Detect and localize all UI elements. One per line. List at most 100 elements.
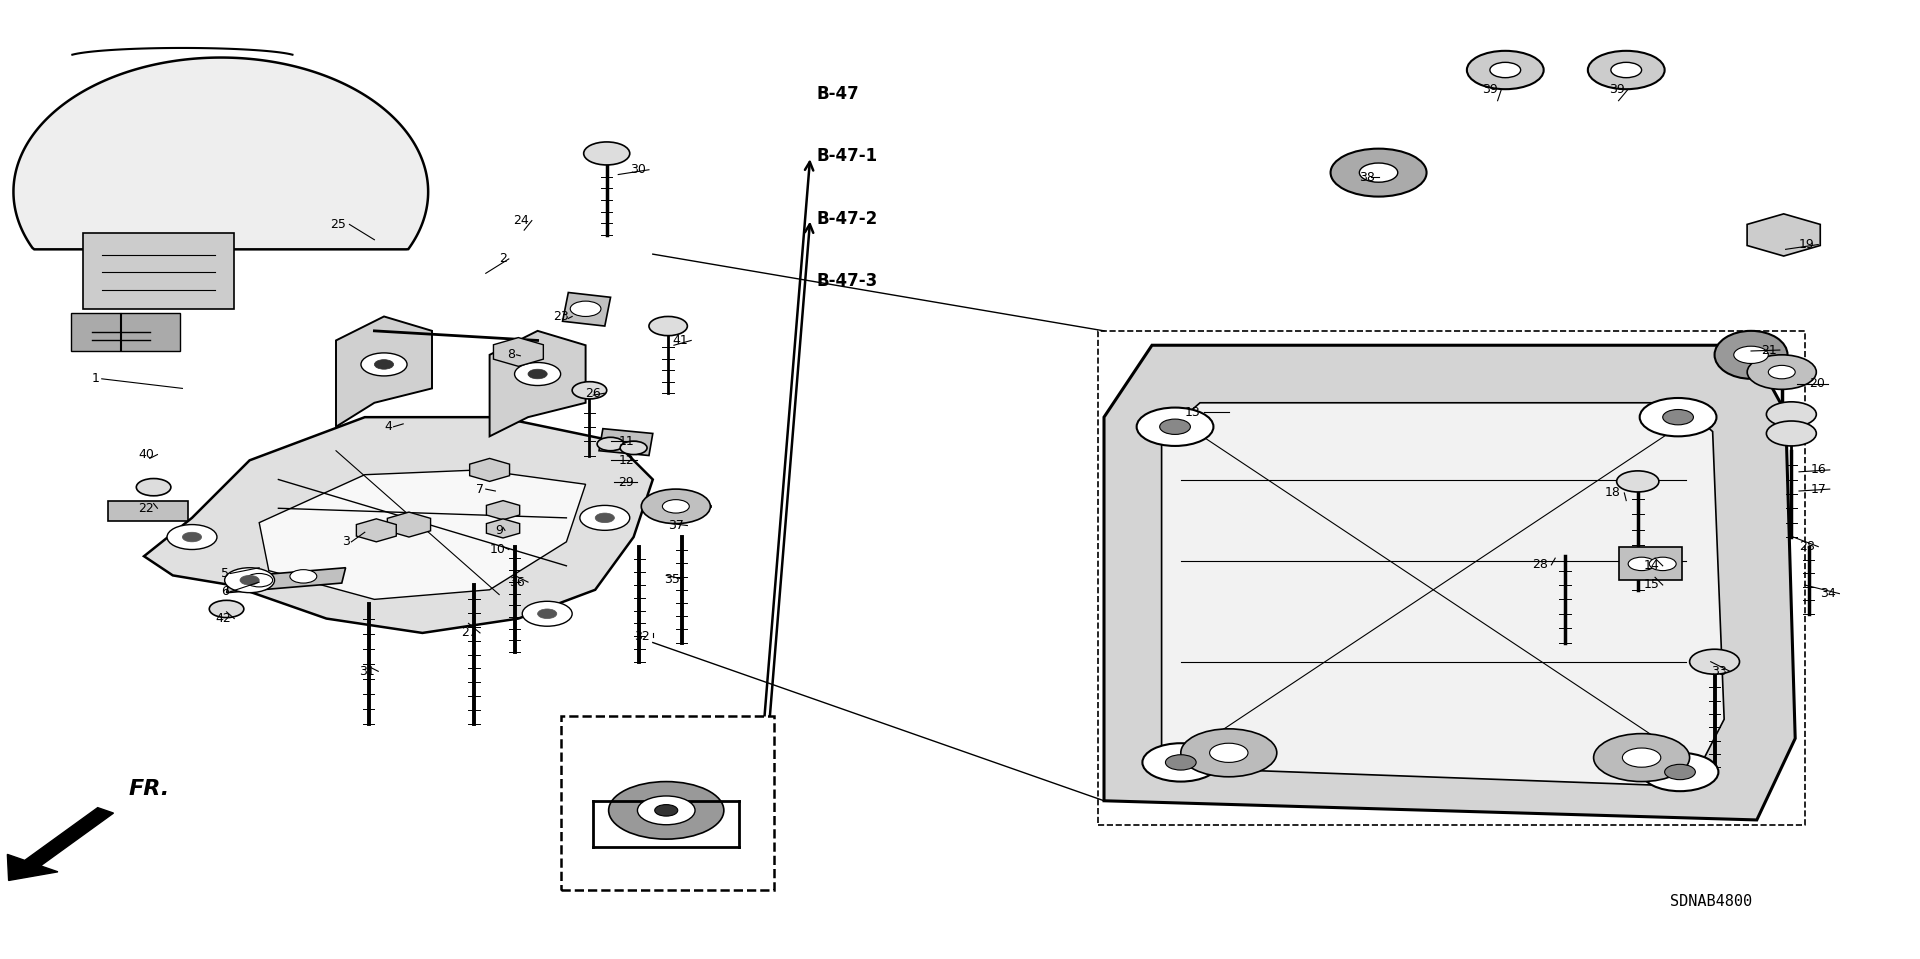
Text: B-47: B-47: [816, 85, 858, 103]
Circle shape: [1665, 764, 1695, 780]
Text: 6: 6: [221, 585, 228, 598]
Text: B-47-2: B-47-2: [816, 210, 877, 227]
Text: 32: 32: [634, 630, 649, 643]
Circle shape: [1210, 743, 1248, 762]
Circle shape: [167, 525, 217, 550]
Circle shape: [1165, 755, 1196, 770]
Circle shape: [1331, 149, 1427, 197]
Circle shape: [1142, 743, 1219, 782]
Circle shape: [1611, 62, 1642, 78]
Circle shape: [1642, 753, 1718, 791]
Polygon shape: [1619, 547, 1682, 580]
Circle shape: [1490, 62, 1521, 78]
Text: 5: 5: [221, 567, 228, 580]
Text: 18: 18: [1605, 486, 1620, 500]
Circle shape: [1467, 51, 1544, 89]
Circle shape: [1359, 163, 1398, 182]
Text: 28: 28: [1799, 540, 1814, 553]
Polygon shape: [336, 316, 432, 427]
Polygon shape: [108, 501, 188, 521]
Circle shape: [1594, 734, 1690, 782]
Circle shape: [595, 513, 614, 523]
Circle shape: [637, 796, 695, 825]
Circle shape: [1747, 355, 1816, 389]
Polygon shape: [563, 292, 611, 326]
FancyBboxPatch shape: [561, 716, 774, 890]
FancyBboxPatch shape: [71, 313, 180, 351]
Polygon shape: [486, 501, 520, 520]
Circle shape: [655, 805, 678, 816]
Text: FR.: FR.: [129, 779, 169, 799]
Text: 36: 36: [509, 575, 524, 589]
Text: 40: 40: [138, 448, 154, 461]
Circle shape: [240, 575, 259, 585]
Circle shape: [609, 782, 724, 839]
Polygon shape: [227, 568, 346, 593]
Polygon shape: [1104, 345, 1795, 820]
Circle shape: [1640, 398, 1716, 436]
Polygon shape: [599, 429, 653, 456]
Circle shape: [209, 600, 244, 618]
Text: 39: 39: [1609, 82, 1624, 96]
Text: 34: 34: [1820, 587, 1836, 600]
Polygon shape: [144, 417, 653, 633]
Polygon shape: [13, 58, 428, 249]
Text: B-47-1: B-47-1: [816, 148, 877, 165]
Polygon shape: [1747, 214, 1820, 256]
Text: 9: 9: [495, 524, 503, 537]
Circle shape: [1766, 421, 1816, 446]
Circle shape: [225, 568, 275, 593]
Text: 21: 21: [1761, 343, 1776, 357]
Ellipse shape: [1715, 331, 1788, 379]
Polygon shape: [493, 338, 543, 366]
Circle shape: [1137, 408, 1213, 446]
FancyBboxPatch shape: [83, 233, 234, 309]
Text: 33: 33: [1711, 665, 1726, 678]
Text: 4: 4: [384, 420, 392, 433]
Text: 41: 41: [672, 334, 687, 347]
Text: 17: 17: [1811, 482, 1826, 496]
Circle shape: [522, 601, 572, 626]
Circle shape: [570, 301, 601, 316]
Text: 25: 25: [330, 218, 346, 231]
Text: 28: 28: [1532, 558, 1548, 572]
Circle shape: [1588, 51, 1665, 89]
FancyArrow shape: [8, 807, 113, 880]
Text: 29: 29: [618, 476, 634, 489]
Polygon shape: [490, 331, 586, 436]
Text: 12: 12: [618, 454, 634, 467]
Text: 22: 22: [138, 502, 154, 515]
Text: 23: 23: [553, 310, 568, 323]
Text: 7: 7: [476, 482, 484, 496]
Text: 24: 24: [513, 214, 528, 227]
Circle shape: [584, 142, 630, 165]
Text: 2: 2: [499, 252, 507, 266]
Text: 39: 39: [1482, 82, 1498, 96]
Circle shape: [662, 500, 689, 513]
Circle shape: [1181, 729, 1277, 777]
Text: 38: 38: [1359, 171, 1375, 184]
Text: 3: 3: [342, 535, 349, 549]
Circle shape: [1649, 557, 1676, 571]
Text: 15: 15: [1644, 578, 1659, 592]
Polygon shape: [1162, 403, 1724, 786]
Circle shape: [246, 573, 273, 587]
Text: 11: 11: [618, 434, 634, 448]
Text: 1: 1: [92, 372, 100, 386]
Text: 35: 35: [664, 573, 680, 586]
Circle shape: [538, 609, 557, 619]
Circle shape: [580, 505, 630, 530]
Circle shape: [1690, 649, 1740, 674]
Circle shape: [1766, 402, 1816, 427]
Text: 13: 13: [1185, 406, 1200, 419]
Text: 37: 37: [668, 519, 684, 532]
Circle shape: [290, 570, 317, 583]
Circle shape: [1622, 748, 1661, 767]
Text: 27: 27: [461, 626, 476, 640]
Text: 10: 10: [490, 543, 505, 556]
Circle shape: [597, 437, 624, 451]
Circle shape: [515, 363, 561, 386]
Text: SDNAB4800: SDNAB4800: [1670, 894, 1753, 909]
Text: 31: 31: [359, 665, 374, 678]
Circle shape: [1160, 419, 1190, 434]
